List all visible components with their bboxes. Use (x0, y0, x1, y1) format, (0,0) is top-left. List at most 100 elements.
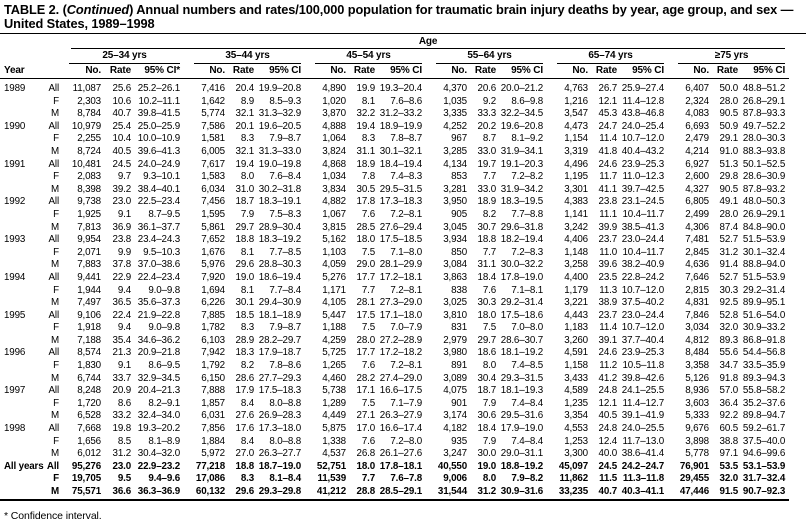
number-cell: 7,888 (201, 385, 225, 397)
sex-cell: M (50, 297, 59, 309)
number-cell: 4,443 (564, 309, 588, 321)
number-cell: 1,183 (564, 322, 588, 334)
rate-cell: 32.0 (719, 473, 739, 485)
ci-cell: 22.8–24.2 (621, 271, 664, 283)
ci-cell: 19.3–20.2 (137, 423, 180, 435)
footnote: * Confidence interval. (4, 509, 102, 522)
rate-cell: 18.0 (356, 234, 376, 246)
age-group-header: 25–34 yrs (59, 49, 184, 64)
ci-cell: 28.6–30.9 (742, 171, 786, 183)
rate-cell: 23.7 (598, 234, 618, 246)
rate-cell: 8.0 (482, 360, 496, 372)
ci-cell: 39.1–41.9 (621, 410, 664, 422)
rate-cell: 90.5 (719, 108, 739, 120)
rate-cell: 7.5 (361, 322, 375, 334)
ci-cell: 18.1–18.9 (258, 309, 301, 321)
number-cell: 4,327 (685, 183, 709, 195)
ci-cell: 22.5–23.4 (137, 196, 180, 208)
table-row: M 6,744 33.7 32.9–34.5 6,150 28.6 27.7–29.3 4,4… (0, 373, 789, 386)
number-cell: 4,882 (322, 196, 346, 208)
ci-cell: 36.1–37.7 (137, 221, 180, 233)
number-cell: 7,856 (201, 423, 225, 435)
rate-cell: 91.5 (709, 486, 738, 501)
sex-cell: M (50, 145, 59, 157)
table-title-prefix: TABLE 2. ( (4, 2, 67, 17)
rate-cell: 8.3 (240, 322, 254, 334)
sex-cell: F (53, 473, 59, 485)
number-cell: 7,668 (77, 423, 101, 435)
rate-cell: 8.1 (240, 246, 254, 258)
rate-cell: 20.2 (477, 120, 497, 132)
ci-cell: 18.4–19.4 (379, 158, 422, 170)
rate-cell: 28.9 (235, 334, 255, 346)
ci-cell: 37.7–40.4 (621, 334, 664, 346)
rate-cell: 30.7 (477, 221, 497, 233)
rate-cell: 8.3 (361, 133, 375, 145)
age-group-row: 25–34 yrs 35–44 yrs 45–54 yrs 55–64 yrs 65–7… (0, 49, 789, 64)
ci-cell: 23.9–25.3 (621, 347, 664, 359)
year-cell (0, 335, 40, 348)
ci-cell: 10.0–10.9 (137, 133, 180, 145)
ci-cell: 17.3–18.3 (379, 196, 422, 208)
table-row: 1990 All 10,979 25.4 25.0–25.9 7,586 20.1 19.6–… (0, 121, 789, 134)
rate-cell: 23.5 (598, 271, 618, 283)
rate-cell: 24.5 (598, 460, 618, 472)
ci-cell: 27.6–29.4 (379, 221, 422, 233)
number-cell: 1,884 (201, 435, 225, 447)
age-group-label: 55–64 yrs (436, 49, 543, 64)
number-cell: 8,398 (77, 183, 101, 195)
table-row: 1989 All 11,087 25.6 25.2–26.1 7,416 20.4 19.9–… (0, 79, 789, 96)
year-cell (0, 473, 40, 486)
ci-cell: 9.0–9.8 (148, 322, 180, 334)
table-row: F 1,918 9.4 9.0–9.8 1,782 8.3 7.9–8.7 1,188 7.5 7… (0, 322, 789, 335)
number-cell: 5,126 (685, 372, 709, 384)
ci-cell: 8.6–9.5 (148, 360, 180, 372)
year-cell (0, 486, 40, 501)
ci-cell: 29.5–31.5 (379, 183, 422, 195)
number-cell: 3,547 (564, 108, 588, 120)
rate-cell: 7.6 (361, 360, 375, 372)
ci-cell: 18.3–19.1 (258, 196, 301, 208)
year-cell: 1998 (4, 423, 26, 435)
number-cell: 5,447 (322, 309, 346, 321)
rate-cell: 11.0 (599, 246, 617, 258)
rate-cell: 28.2 (356, 372, 376, 384)
table-row: M 8,398 39.2 38.4–40.1 6,034 31.0 30.2–31.8 3,8… (0, 184, 789, 197)
rate-cell: 53.5 (719, 460, 739, 472)
ci-cell: 39.8–42.6 (621, 372, 664, 384)
ci-cell: 38.5–41.3 (621, 221, 664, 233)
rate-cell: 29.7 (235, 221, 255, 233)
table-row: 1992 All 9,738 23.0 22.5–23.4 7,456 18.7 18.3–1… (0, 196, 789, 209)
number-cell: 4,473 (564, 120, 588, 132)
rate-cell: 9.7 (117, 171, 131, 183)
number-cell: 2,499 (685, 208, 709, 220)
rate-cell: 33.7 (112, 372, 132, 384)
rate-cell: 9.2 (482, 95, 496, 107)
ci-cell: 8.6–9.8 (511, 95, 543, 107)
number-cell: 7,883 (77, 259, 101, 271)
rate-cell: 8.9 (240, 95, 254, 107)
rate-cell: 18.0 (356, 460, 376, 472)
number-cell: 6,012 (77, 448, 101, 460)
number-cell: 33,235 (547, 486, 588, 501)
number-cell: 3,300 (564, 448, 588, 460)
ci-cell: 39.7–42.5 (621, 183, 664, 195)
number-cell: 4,763 (564, 83, 588, 94)
ci-cell: 23.0–24.4 (621, 234, 664, 246)
column-header-rate: Rate (709, 64, 738, 79)
ci-cell: 7.1–8.0 (390, 246, 422, 258)
rate-cell: 60.5 (719, 423, 739, 435)
number-cell: 1,179 (564, 284, 588, 296)
number-cell: 2,845 (685, 246, 709, 258)
year-cell (0, 373, 40, 386)
rate-cell: 7.7 (361, 284, 375, 296)
ci-cell: 25.2–26.1 (137, 83, 180, 94)
ci-cell: 35.2–37.6 (742, 397, 786, 409)
table-row: F 2,083 9.7 9.3–10.1 1,583 8.0 7.6–8.4 1,034 7.8… (0, 171, 789, 184)
ci-cell: 7.4–8.3 (390, 171, 422, 183)
rate-cell: 7.9 (240, 208, 254, 220)
table-title: TABLE 2. (Continued) Annual numbers and … (0, 0, 806, 31)
ci-cell: 8.1–8.9 (148, 435, 180, 447)
rate-cell: 41.2 (598, 372, 618, 384)
number-cell: 8,724 (77, 145, 101, 157)
